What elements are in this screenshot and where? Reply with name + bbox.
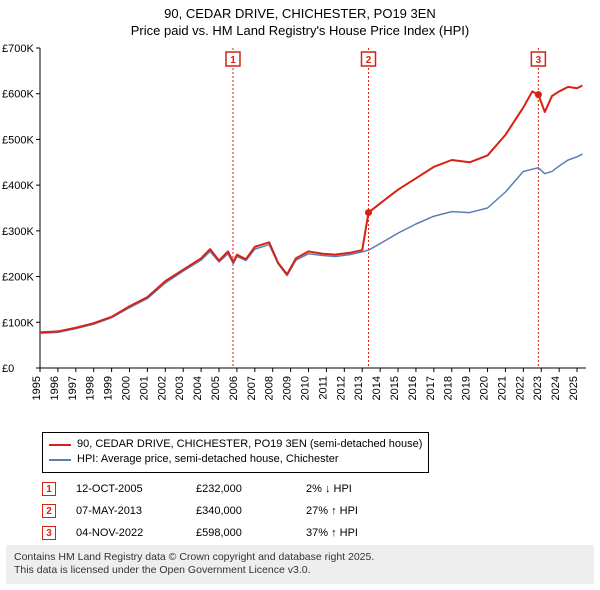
svg-text:2008: 2008 xyxy=(264,376,276,400)
legend-row: HPI: Average price, semi-detached house,… xyxy=(49,452,422,467)
svg-text:1: 1 xyxy=(230,55,236,66)
sale-diff: 2% ↓ HPI xyxy=(306,483,426,495)
legend-label: HPI: Average price, semi-detached house,… xyxy=(77,452,339,467)
sale-diff: 37% ↑ HPI xyxy=(306,527,426,539)
legend-swatch xyxy=(49,444,71,446)
sale-price: £598,000 xyxy=(196,527,306,539)
svg-text:2: 2 xyxy=(366,55,372,66)
sales-row: 2 07-MAY-2013£340,00027% ↑ HPI xyxy=(42,500,426,522)
svg-text:2016: 2016 xyxy=(407,376,419,400)
svg-text:1995: 1995 xyxy=(31,376,43,400)
svg-text:2024: 2024 xyxy=(550,376,562,400)
sales-row: 1 12-OCT-2005£232,0002% ↓ HPI xyxy=(42,478,426,500)
svg-text:2021: 2021 xyxy=(496,376,508,400)
svg-text:£400K: £400K xyxy=(2,180,34,192)
svg-text:2020: 2020 xyxy=(479,376,491,400)
sale-marker-box: 2 xyxy=(42,504,56,518)
svg-text:1998: 1998 xyxy=(85,376,97,400)
svg-text:2014: 2014 xyxy=(371,376,383,400)
sale-date: 07-MAY-2013 xyxy=(76,505,196,517)
chart-area: £0 £100K £200K £300K £400K £500K £600K £700K 199… xyxy=(0,42,600,432)
title-line-1: 90, CEDAR DRIVE, CHICHESTER, PO19 3EN xyxy=(4,6,596,23)
title-line-2: Price paid vs. HM Land Registry's House … xyxy=(4,23,596,40)
sales-row: 3 04-NOV-2022£598,00037% ↑ HPI xyxy=(42,522,426,544)
sale-marker-box: 1 xyxy=(42,482,56,496)
svg-text:1999: 1999 xyxy=(103,376,115,400)
sales-table: 1 12-OCT-2005£232,0002% ↓ HPI 2 07-MAY-2013… xyxy=(42,478,426,544)
sale-price: £232,000 xyxy=(196,483,306,495)
svg-text:£200K: £200K xyxy=(2,271,34,283)
svg-text:1996: 1996 xyxy=(49,376,61,400)
svg-text:2001: 2001 xyxy=(138,376,150,400)
legend-row: 90, CEDAR DRIVE, CHICHESTER, PO19 3EN (s… xyxy=(49,437,422,452)
svg-text:2009: 2009 xyxy=(282,376,294,400)
sale-date: 04-NOV-2022 xyxy=(76,527,196,539)
svg-text:2010: 2010 xyxy=(300,376,312,400)
svg-text:£700K: £700K xyxy=(2,43,34,55)
svg-text:£100K: £100K xyxy=(2,317,34,329)
chart-container: 90, CEDAR DRIVE, CHICHESTER, PO19 3EN Pr… xyxy=(0,0,600,590)
legend-swatch xyxy=(49,459,71,461)
svg-text:2002: 2002 xyxy=(156,376,168,400)
svg-text:2013: 2013 xyxy=(353,376,365,400)
svg-text:2000: 2000 xyxy=(121,376,133,400)
svg-text:2018: 2018 xyxy=(443,376,455,400)
svg-text:2006: 2006 xyxy=(228,376,240,400)
footer-line-2: This data is licensed under the Open Gov… xyxy=(14,564,586,578)
sale-date: 12-OCT-2005 xyxy=(76,483,196,495)
sale-price: £340,000 xyxy=(196,505,306,517)
sale-diff: 27% ↑ HPI xyxy=(306,505,426,517)
chart-svg: £0 £100K £200K £300K £400K £500K £600K £700K 199… xyxy=(0,42,600,432)
svg-text:2015: 2015 xyxy=(389,376,401,400)
svg-text:£300K: £300K xyxy=(2,226,34,238)
svg-text:2022: 2022 xyxy=(514,376,526,400)
svg-text:£600K: £600K xyxy=(2,88,34,100)
legend-label: 90, CEDAR DRIVE, CHICHESTER, PO19 3EN (s… xyxy=(77,437,422,452)
sale-marker-box: 3 xyxy=(42,526,56,540)
svg-text:1997: 1997 xyxy=(67,376,79,400)
svg-text:2004: 2004 xyxy=(192,376,204,400)
footer: Contains HM Land Registry data © Crown c… xyxy=(6,545,594,584)
svg-text:2012: 2012 xyxy=(335,376,347,400)
svg-text:2003: 2003 xyxy=(174,376,186,400)
svg-text:2005: 2005 xyxy=(210,376,222,400)
svg-text:£500K: £500K xyxy=(2,134,34,146)
title-block: 90, CEDAR DRIVE, CHICHESTER, PO19 3EN Pr… xyxy=(0,0,600,42)
legend: 90, CEDAR DRIVE, CHICHESTER, PO19 3EN (s… xyxy=(42,432,429,473)
svg-text:2025: 2025 xyxy=(568,376,580,400)
svg-text:2017: 2017 xyxy=(425,376,437,400)
svg-text:2011: 2011 xyxy=(317,376,329,400)
svg-text:2007: 2007 xyxy=(246,376,258,400)
svg-text:2023: 2023 xyxy=(532,376,544,400)
svg-text:3: 3 xyxy=(536,55,542,66)
footer-line-1: Contains HM Land Registry data © Crown c… xyxy=(14,551,586,565)
svg-text:2019: 2019 xyxy=(461,376,473,400)
svg-text:£0: £0 xyxy=(2,363,14,375)
